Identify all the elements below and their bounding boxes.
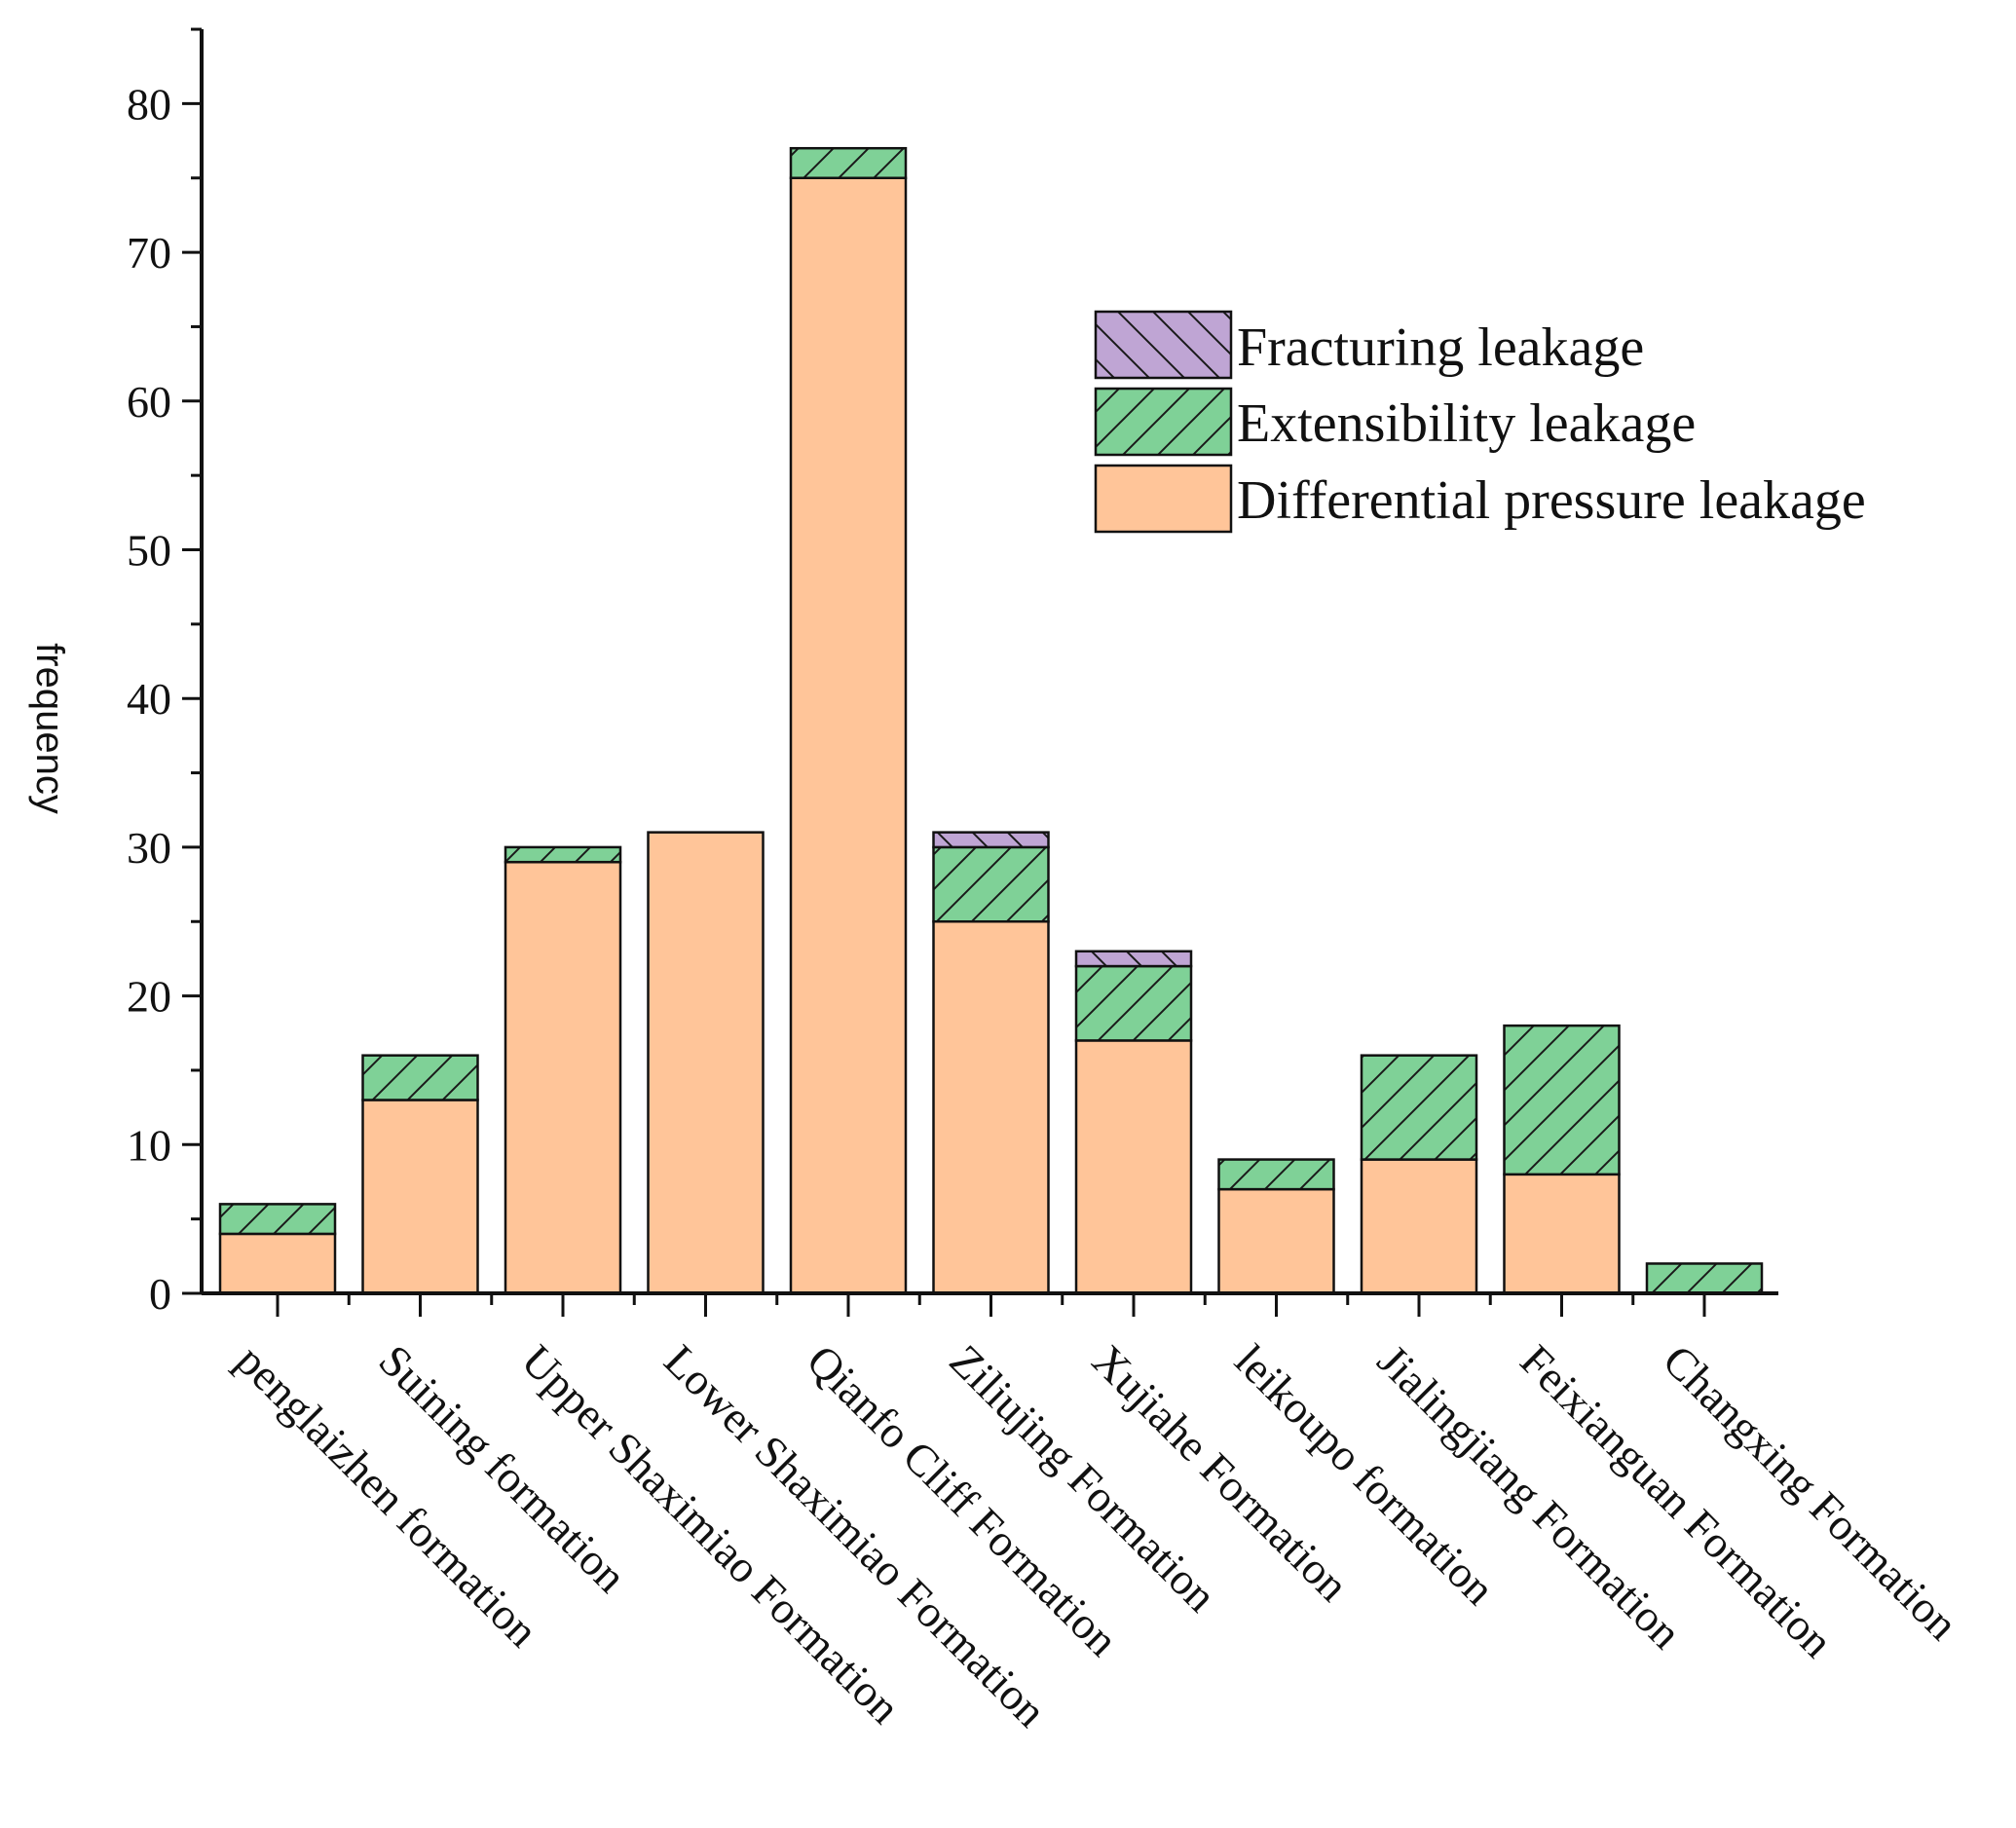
bar-differential-2 (504, 860, 622, 1295)
y-tick-label-40: 40 (127, 674, 171, 724)
bar-extensibility-0 (218, 1203, 337, 1236)
bar-differential-8 (1360, 1158, 1478, 1295)
x-tick-label-1: Suining formation (369, 1335, 636, 1602)
bar-extensibility-1 (361, 1054, 479, 1101)
legend-label-fracturing: Fracturing leakage (1237, 317, 1644, 378)
bar-differential-7 (1217, 1187, 1335, 1295)
bar-differential-5 (932, 920, 1050, 1295)
bar-fracturing-6 (1074, 950, 1193, 968)
x-tick-label-5: Ziliujing Formation (940, 1335, 1226, 1622)
bar-differential-1 (361, 1099, 479, 1295)
y-tick-label-20: 20 (127, 972, 171, 1022)
legend-label-extensibility: Extensibility leakage (1237, 393, 1696, 454)
bar-differential-0 (218, 1232, 337, 1295)
y-tick-label-80: 80 (127, 79, 171, 129)
bar-differential-4 (789, 176, 908, 1295)
bar-extensibility-6 (1074, 964, 1193, 1042)
bar-differential-6 (1074, 1039, 1193, 1295)
legend-swatch-fracturing (1094, 310, 1233, 380)
legend-label-differential: Differential pressure leakage (1237, 470, 1866, 531)
y-tick-label-70: 70 (127, 228, 171, 278)
bar-differential-3 (647, 831, 765, 1295)
y-tick-label-10: 10 (127, 1120, 171, 1170)
y-tick-label-30: 30 (127, 823, 171, 873)
bars-group (218, 146, 1764, 1295)
bar-extensibility-9 (1503, 1024, 1621, 1176)
x-tick-label-6: Xujiahe Formation (1083, 1335, 1359, 1611)
bar-differential-9 (1503, 1173, 1621, 1295)
legend-swatch-extensibility (1094, 387, 1233, 457)
y-axis-label: frequency (28, 643, 71, 814)
legend-swatch-differential (1094, 464, 1233, 534)
y-tick-label-60: 60 (127, 377, 171, 427)
bar-extensibility-4 (789, 146, 908, 180)
legend: Fracturing leakage Extensibility leakage… (1094, 310, 1866, 534)
y-axis-ticks: 0 10 20 30 40 50 60 70 80 (127, 27, 202, 1319)
bar-extensibility-2 (504, 845, 622, 864)
bar-extensibility-10 (1645, 1262, 1764, 1295)
y-tick-label-50: 50 (127, 526, 171, 576)
bar-extensibility-8 (1360, 1054, 1478, 1161)
bar-fracturing-5 (932, 831, 1050, 849)
y-tick-label-0: 0 (149, 1269, 171, 1319)
x-tick-label-7: leikoupo formation (1225, 1335, 1504, 1614)
bar-extensibility-5 (932, 845, 1050, 923)
bar-extensibility-7 (1217, 1158, 1335, 1191)
